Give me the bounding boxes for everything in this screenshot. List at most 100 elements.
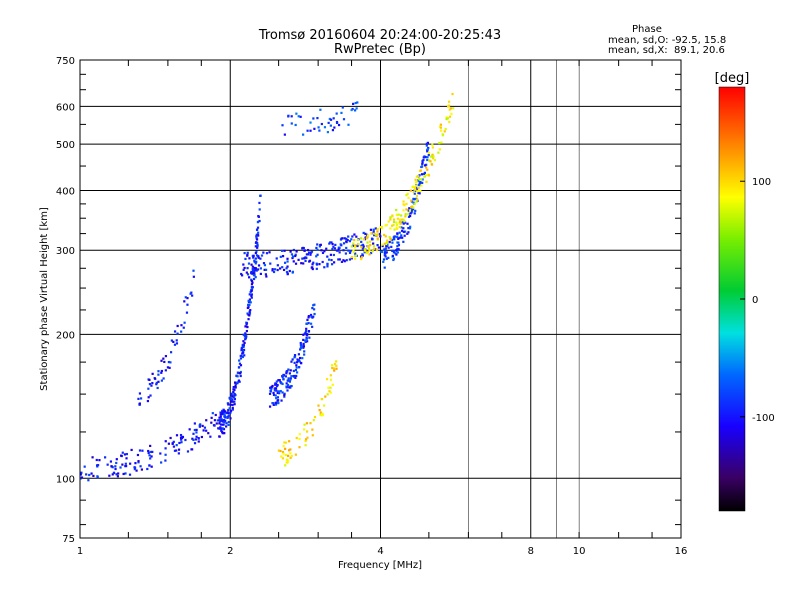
data-point <box>427 174 431 177</box>
data-point <box>311 266 314 269</box>
data-point <box>278 392 281 395</box>
data-point <box>306 129 309 132</box>
data-point <box>304 438 308 441</box>
data-point <box>345 240 348 243</box>
data-point <box>233 393 236 396</box>
data-point <box>167 442 170 445</box>
chart-title-line1: Tromsø 20160604 20:24:00-20:25:43 <box>258 28 502 43</box>
data-point <box>183 321 186 324</box>
data-point <box>286 383 290 387</box>
data-point <box>348 258 352 261</box>
data-point <box>366 236 369 239</box>
phase-stats-o: mean, sd,O: -92.5, 15.8 <box>608 35 727 46</box>
data-point <box>276 396 280 399</box>
data-point <box>333 126 336 129</box>
data-point <box>252 274 256 277</box>
data-point <box>281 457 285 460</box>
data-point <box>331 364 334 367</box>
data-point <box>274 383 277 386</box>
data-point <box>409 212 412 215</box>
data-point <box>229 403 232 406</box>
data-point <box>273 389 276 392</box>
data-point <box>205 429 208 432</box>
data-point <box>390 245 393 248</box>
data-point <box>236 381 239 384</box>
data-point <box>163 360 166 364</box>
data-point <box>124 472 127 475</box>
data-point <box>372 242 375 245</box>
data-point <box>149 394 152 397</box>
data-point <box>225 422 228 425</box>
data-point <box>419 169 422 172</box>
data-point <box>269 386 272 389</box>
data-point <box>257 214 260 218</box>
data-point <box>164 369 167 372</box>
data-point <box>304 439 307 443</box>
data-point <box>255 228 259 231</box>
data-point <box>167 360 170 364</box>
data-point <box>218 427 221 430</box>
data-point <box>396 251 400 254</box>
data-point <box>303 350 306 353</box>
data-point <box>150 384 153 387</box>
data-point <box>363 237 367 240</box>
data-point <box>265 252 269 255</box>
data-point <box>432 155 435 158</box>
data-point <box>291 358 294 361</box>
data-point <box>329 241 332 244</box>
data-point <box>245 323 248 326</box>
data-point <box>268 392 272 395</box>
data-point <box>249 301 252 304</box>
data-point <box>318 245 321 248</box>
data-point <box>386 243 389 247</box>
data-point <box>254 251 257 255</box>
data-point <box>362 245 365 248</box>
data-point <box>387 256 390 260</box>
data-point <box>306 340 309 343</box>
data-point <box>325 247 328 250</box>
data-point <box>431 143 434 146</box>
data-point <box>304 444 307 447</box>
data-point <box>451 92 454 96</box>
data-point <box>183 300 186 303</box>
data-point <box>418 192 421 195</box>
data-point <box>391 249 394 252</box>
data-point <box>222 431 225 435</box>
data-point <box>259 267 262 270</box>
data-point <box>282 268 286 272</box>
data-point <box>148 454 151 457</box>
data-point <box>227 415 230 418</box>
data-point <box>337 123 341 127</box>
data-point <box>396 217 400 220</box>
data-point <box>180 330 183 333</box>
data-point <box>97 463 100 467</box>
data-point <box>309 121 312 124</box>
data-point <box>419 189 422 193</box>
data-point <box>294 262 298 265</box>
data-point <box>255 237 258 240</box>
data-point <box>164 453 167 456</box>
data-point <box>338 246 341 250</box>
data-point <box>357 243 360 246</box>
data-point <box>326 393 329 396</box>
data-point <box>390 238 394 241</box>
data-point <box>147 451 150 455</box>
data-point <box>326 265 329 268</box>
data-point <box>419 181 422 184</box>
data-point <box>289 452 292 455</box>
data-point <box>252 268 255 272</box>
data-point <box>290 122 293 125</box>
data-point <box>255 250 258 253</box>
data-point <box>395 223 399 226</box>
data-point <box>115 473 118 476</box>
data-point <box>395 227 399 230</box>
data-point <box>96 475 99 478</box>
data-point <box>255 238 259 241</box>
data-point <box>190 291 193 294</box>
data-point <box>307 322 310 325</box>
data-point <box>409 225 412 228</box>
data-point <box>138 403 141 406</box>
data-point <box>226 402 230 405</box>
data-point <box>350 245 353 248</box>
data-point <box>80 476 84 479</box>
